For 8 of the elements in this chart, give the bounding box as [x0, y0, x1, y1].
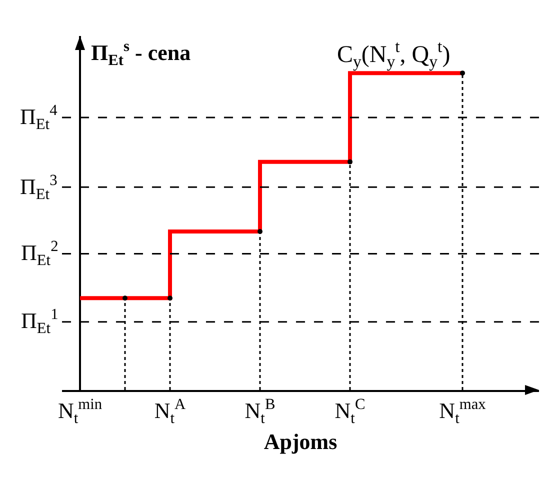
point [168, 296, 172, 301]
point [460, 70, 465, 76]
text: C$_{y}$(N$_{y}$$^{t}$, Q$_{y}$$^{t}$) [337, 37, 450, 72]
point [258, 229, 262, 234]
x-axis-title: Apjoms [264, 429, 338, 454]
point [122, 296, 128, 301]
point [348, 159, 352, 164]
y-axis-title: Π$_{Et}$$^{s}$ - cena [91, 38, 191, 69]
